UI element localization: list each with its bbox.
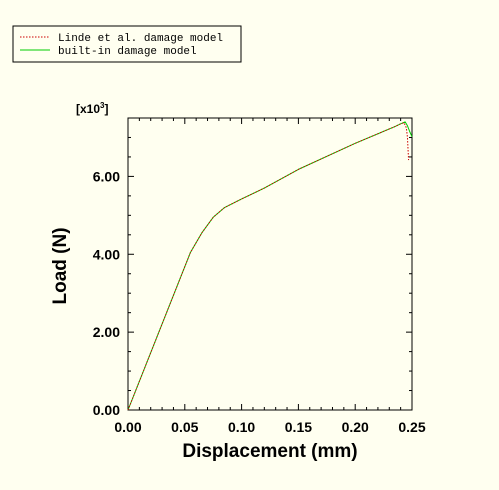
y-multiplier-close: ] [104, 102, 108, 116]
y-axis-title: Load (N) [50, 227, 71, 304]
series-line-linde [127, 122, 410, 411]
x-tick-label: 0.05 [171, 419, 198, 435]
plot-frame [127, 117, 413, 411]
y-tick-label: 4.00 [93, 246, 120, 262]
legend-box [12, 25, 242, 63]
x-axis-title: Displacement (mm) [182, 441, 357, 462]
y-tick-label: 6.00 [93, 168, 120, 184]
x-tick-label: 0.25 [398, 419, 425, 435]
legend: Linde et al. damage model built-in damag… [12, 25, 242, 63]
legend-label-built-in: built-in damage model [58, 46, 197, 58]
data-series [127, 121, 413, 411]
y-multiplier-label: [x103] [76, 101, 108, 116]
series-line-built-in [127, 121, 413, 411]
y-multiplier-exponent: 3 [100, 101, 105, 110]
y-multiplier-text: [x10 [76, 102, 100, 116]
legend-label-linde: Linde et al. damage model [58, 33, 223, 45]
x-tick-label: 0.15 [285, 419, 312, 435]
axis-ticks: 0.00 0.05 0.10 0.15 0.20 0.25 0.00 2.00 4.00 6.00 [93, 118, 426, 435]
x-tick-label: 0.20 [342, 419, 369, 435]
x-tick-label: 0.00 [114, 419, 141, 435]
x-tick-label: 0.10 [228, 419, 255, 435]
y-tick-label: 0.00 [93, 402, 120, 418]
y-tick-label: 2.00 [93, 324, 120, 340]
svg-text:[x103]: [x103] [76, 101, 108, 116]
